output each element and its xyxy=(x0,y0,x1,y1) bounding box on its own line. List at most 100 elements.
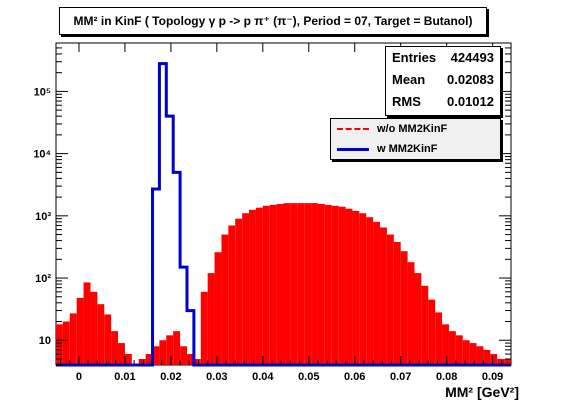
bar-without-kinfit xyxy=(180,346,187,365)
bar-without-kinfit xyxy=(290,203,298,365)
bar-without-kinfit xyxy=(352,210,360,365)
bar-without-kinfit xyxy=(90,291,98,365)
legend-label-with-kinfit: w MM2KinF xyxy=(377,143,438,155)
x-tick-label: 0 xyxy=(76,371,82,383)
series-with-kinfit xyxy=(56,62,511,367)
bar-without-kinfit xyxy=(207,273,215,365)
bar-without-kinfit xyxy=(331,205,339,365)
bar-without-kinfit xyxy=(173,331,181,365)
bar-without-kinfit xyxy=(469,343,477,365)
series-without-kinfit xyxy=(56,203,511,365)
stats-mean-row: Mean 0.02083 xyxy=(386,69,500,91)
bar-without-kinfit xyxy=(324,204,332,365)
bar-without-kinfit xyxy=(76,297,84,365)
bar-without-kinfit xyxy=(400,251,408,365)
bar-without-kinfit xyxy=(304,203,312,365)
bar-without-kinfit xyxy=(97,304,105,365)
legend-label-without-kinfit: w/o MM2KinF xyxy=(377,123,448,135)
bar-without-kinfit xyxy=(359,213,367,365)
x-tick-label: 0.04 xyxy=(252,371,274,383)
bar-without-kinfit xyxy=(283,203,291,365)
bar-without-kinfit xyxy=(249,209,256,365)
bar-without-kinfit xyxy=(476,346,484,365)
bar-without-kinfit xyxy=(62,321,70,365)
y-tick-label: 10³ xyxy=(35,211,51,223)
bar-without-kinfit xyxy=(407,262,415,365)
bar-without-kinfit xyxy=(338,206,346,365)
stats-entries-value: 424493 xyxy=(450,50,494,65)
legend-swatch-solid-blue xyxy=(337,147,369,151)
bar-without-kinfit xyxy=(152,346,160,365)
x-tick-label: 0.03 xyxy=(206,371,227,383)
bar-without-kinfit xyxy=(490,354,498,365)
bar-without-kinfit xyxy=(497,358,505,365)
x-tick-label: 0.05 xyxy=(298,371,319,383)
bar-without-kinfit xyxy=(345,208,353,365)
bar-without-kinfit xyxy=(235,218,243,365)
stats-panel: Entries 424493 Mean 0.02083 RMS 0.01012 xyxy=(385,46,501,116)
bar-without-kinfit xyxy=(255,207,263,365)
y-axis: 10 10² 10³ 10⁴ 10⁵ xyxy=(33,42,511,366)
bar-without-kinfit xyxy=(297,203,305,365)
bar-without-kinfit xyxy=(366,217,374,365)
chart-title: MM² in KinF ( Topology γ p -> p π⁺ (π⁻),… xyxy=(59,7,487,35)
stats-rms-value: 0.01012 xyxy=(447,94,494,109)
bar-without-kinfit xyxy=(393,241,401,365)
bar-without-kinfit xyxy=(276,203,284,365)
bar-without-kinfit xyxy=(193,358,201,365)
bar-without-kinfit xyxy=(428,299,436,365)
bar-without-kinfit xyxy=(118,343,125,365)
bar-without-kinfit xyxy=(56,324,63,365)
bar-without-kinfit xyxy=(262,205,270,365)
bar-without-kinfit xyxy=(200,291,208,365)
stats-mean-label: Mean xyxy=(392,72,426,87)
stats-mean-value: 0.02083 xyxy=(447,72,494,87)
bar-without-kinfit xyxy=(138,358,146,365)
step-line-with-kinfit xyxy=(56,62,511,367)
legend-item-without-kinfit: w/o MM2KinF xyxy=(331,119,500,139)
bar-without-kinfit xyxy=(442,324,449,365)
bar-without-kinfit xyxy=(386,234,394,365)
bar-without-kinfit xyxy=(242,213,250,365)
stats-rms-row: RMS 0.01012 xyxy=(386,91,500,113)
bar-without-kinfit xyxy=(83,282,91,365)
stats-entries-label: Entries xyxy=(392,50,437,65)
bar-without-kinfit xyxy=(462,340,470,365)
bar-without-kinfit xyxy=(448,331,456,365)
x-tick-label: 0.06 xyxy=(344,371,365,383)
y-tick-label: 10⁵ xyxy=(34,86,51,98)
stats-rms-label: RMS xyxy=(392,94,421,109)
bar-without-kinfit xyxy=(373,221,381,365)
bar-without-kinfit xyxy=(186,354,194,365)
bar-without-kinfit xyxy=(228,225,236,365)
bar-without-kinfit xyxy=(124,354,132,365)
bar-without-kinfit xyxy=(435,312,443,365)
x-tick-label: 0.07 xyxy=(390,371,411,383)
bar-without-kinfit xyxy=(214,252,222,365)
x-axis-label: MM² [GeV²] xyxy=(445,384,519,400)
bar-without-kinfit xyxy=(311,203,318,365)
bar-without-kinfit xyxy=(159,340,167,365)
y-tick-label: 10 xyxy=(39,335,51,347)
y-tick-label: 10⁴ xyxy=(33,149,51,161)
bar-without-kinfit xyxy=(483,349,491,365)
bar-without-kinfit xyxy=(269,204,277,365)
bar-without-kinfit xyxy=(414,273,422,365)
bar-without-kinfit xyxy=(104,314,112,365)
legend-swatch-dashed-red xyxy=(337,128,369,130)
stats-entries-row: Entries 424493 xyxy=(386,47,500,69)
x-tick-label: 0.08 xyxy=(436,371,457,383)
bar-without-kinfit xyxy=(421,285,429,365)
legend: w/o MM2KinF w MM2KinF xyxy=(330,118,501,160)
bar-without-kinfit xyxy=(221,234,229,365)
x-tick-label: 0.01 xyxy=(114,371,135,383)
y-tick-label: 10² xyxy=(35,273,51,285)
x-tick-label: 0.09 xyxy=(482,371,503,383)
bar-without-kinfit xyxy=(504,358,511,365)
legend-item-with-kinfit: w MM2KinF xyxy=(331,139,500,159)
bar-without-kinfit xyxy=(69,313,77,365)
bar-without-kinfit xyxy=(317,203,325,365)
bar-without-kinfit xyxy=(111,331,119,365)
bar-without-kinfit xyxy=(380,227,387,365)
bar-without-kinfit xyxy=(166,335,174,365)
